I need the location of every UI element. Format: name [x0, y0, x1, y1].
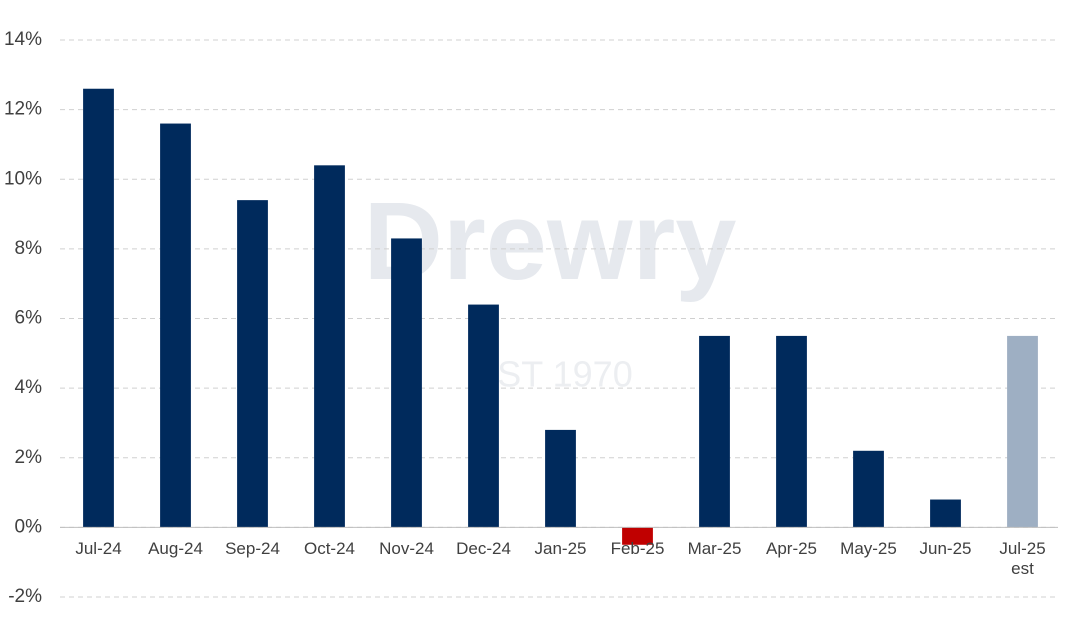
- bar: [545, 429, 576, 528]
- bar: [468, 304, 499, 528]
- x-tick-label: Oct-24: [303, 539, 356, 559]
- bar: [699, 335, 730, 528]
- bar: [237, 200, 268, 528]
- bar: [160, 123, 191, 528]
- watermark-subtitle: EST 1970: [473, 354, 632, 395]
- bar: [930, 499, 961, 528]
- x-tick-label: Sep-24: [225, 539, 280, 559]
- x-tick-label: Jul-24: [75, 539, 122, 559]
- y-tick-label: 8%: [15, 238, 43, 259]
- y-tick-label: 0%: [15, 516, 43, 537]
- bar: [776, 335, 807, 528]
- bar: [391, 238, 422, 528]
- bar: [314, 165, 345, 528]
- x-tick-label: Jun-25: [919, 539, 972, 559]
- bar: [83, 88, 114, 528]
- y-tick-label: 12%: [4, 99, 42, 120]
- x-tick-label: Apr-25: [765, 539, 818, 559]
- x-tick-label: Nov-24: [379, 539, 434, 559]
- bar: [622, 527, 653, 545]
- x-tick-label: May-25: [840, 539, 897, 559]
- bar: [1007, 335, 1038, 528]
- x-tick-label: Dec-24: [456, 539, 511, 559]
- x-tick-label: Feb-25: [610, 539, 665, 559]
- x-tick-label: Mar-25: [687, 539, 742, 559]
- y-tick-label: 6%: [15, 308, 43, 329]
- y-tick-label: 10%: [4, 168, 42, 189]
- y-tick-label: 2%: [15, 447, 43, 468]
- y-tick-label: 4%: [15, 377, 43, 398]
- y-tick-label: 14%: [4, 29, 42, 50]
- x-tick-label: Jul-25 est: [999, 539, 1046, 579]
- bar: [853, 450, 884, 528]
- watermark: Drewry: [364, 180, 737, 303]
- x-tick-label: Jan-25: [534, 539, 587, 559]
- x-tick-label: Aug-24: [148, 539, 203, 559]
- y-tick-label: -2%: [8, 586, 42, 607]
